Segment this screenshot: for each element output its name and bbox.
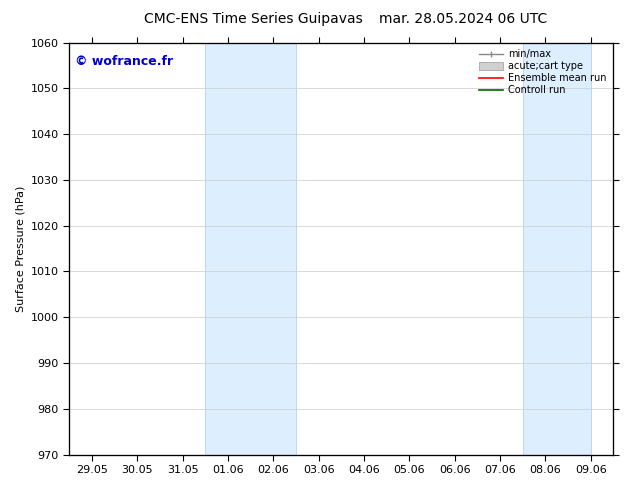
Y-axis label: Surface Pressure (hPa): Surface Pressure (hPa)	[15, 185, 25, 312]
Text: mar. 28.05.2024 06 UTC: mar. 28.05.2024 06 UTC	[378, 12, 547, 26]
Bar	[522, 43, 591, 455]
Text: CMC-ENS Time Series Guipavas: CMC-ENS Time Series Guipavas	[144, 12, 363, 26]
Legend: min/max, acute;cart type, Ensemble mean run, Controll run: min/max, acute;cart type, Ensemble mean …	[477, 48, 609, 97]
Text: © wofrance.fr: © wofrance.fr	[75, 55, 172, 68]
Bar	[205, 43, 296, 455]
